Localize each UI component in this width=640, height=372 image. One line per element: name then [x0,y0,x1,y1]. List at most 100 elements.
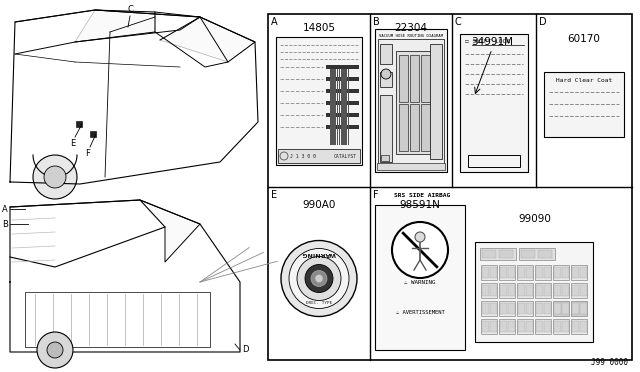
Bar [571,319,587,334]
Bar [526,321,533,332]
Text: E: E [70,139,76,148]
Text: CATALYST: CATALYST [334,154,357,158]
Bar [278,149,360,163]
Text: A: A [271,17,278,27]
Bar [500,285,507,296]
Bar [554,267,561,278]
Bar [580,285,587,296]
Text: B: B [373,17,380,27]
Text: WARNING: WARNING [301,251,336,256]
Bar [536,321,543,332]
Bar [572,267,579,278]
Bar [25,292,210,347]
Circle shape [289,248,349,308]
Bar [544,321,551,332]
Bar [380,95,392,162]
Bar [553,283,569,298]
Bar [380,44,392,64]
Text: 60170: 60170 [568,34,600,44]
Bar [518,267,525,278]
Bar [571,301,587,316]
Text: D: D [539,17,547,27]
Bar [562,321,569,332]
Bar [554,321,561,332]
Bar [544,267,551,278]
Text: VACUUM HOSE ROUTING DIAGRAM: VACUUM HOSE ROUTING DIAGRAM [379,34,443,38]
Bar [482,321,489,332]
Bar [517,265,533,280]
Bar [380,72,392,87]
Bar [535,283,551,298]
Bar [508,267,515,278]
Bar [535,319,551,334]
Bar [517,301,533,316]
Bar [90,131,96,137]
Bar [76,121,82,127]
Bar [482,303,489,314]
Bar [517,283,533,298]
Bar [521,250,535,258]
Bar [482,285,489,296]
Bar [481,301,497,316]
Bar [346,69,347,145]
Bar [499,250,513,258]
Bar [499,301,515,316]
Bar [500,321,507,332]
Bar [490,321,497,332]
Bar [326,113,358,117]
Bar [508,303,515,314]
Text: Hard Clear Coat: Hard Clear Coat [556,77,612,83]
Bar [554,303,561,314]
Bar [421,104,430,151]
Bar [536,303,543,314]
Bar [572,303,579,314]
Text: 99090: 99090 [518,214,552,224]
Text: 98591N: 98591N [399,200,440,210]
Bar [517,319,533,334]
Bar [399,104,408,151]
Bar [571,265,587,280]
Bar [580,267,587,278]
Text: 14805: 14805 [303,23,335,33]
Bar [378,39,444,164]
Bar [268,14,632,360]
Circle shape [37,332,73,368]
Text: F: F [86,149,90,158]
Bar [499,319,515,334]
Bar [519,248,555,260]
Bar [490,285,497,296]
Bar [326,65,358,69]
Bar [553,301,569,316]
Circle shape [311,270,327,286]
Text: 990A0: 990A0 [302,200,336,210]
Bar [562,285,569,296]
Circle shape [44,166,66,188]
Text: D: D [242,346,248,355]
Bar [526,303,533,314]
Text: ⚠ WARNING: ⚠ WARNING [404,280,436,285]
Bar [410,104,419,151]
Bar [508,285,515,296]
Bar [481,265,497,280]
Bar [526,285,533,296]
Bar [481,283,497,298]
Text: F: F [373,190,379,200]
Polygon shape [140,200,200,262]
Bar [572,285,579,296]
Bar [399,55,408,102]
Text: DREC. TYPE: DREC. TYPE [306,301,332,305]
Bar [460,34,528,172]
Bar [518,321,525,332]
Bar [430,44,442,159]
Bar [544,303,551,314]
Bar [562,267,569,278]
Bar [500,267,507,278]
Text: SRS SIDE AIRBAG: SRS SIDE AIRBAG [394,193,450,198]
Bar [544,285,551,296]
Bar [480,248,516,260]
Bar [580,303,587,314]
Circle shape [415,232,425,242]
Bar [535,301,551,316]
Text: C: C [455,17,461,27]
Bar [326,101,358,105]
